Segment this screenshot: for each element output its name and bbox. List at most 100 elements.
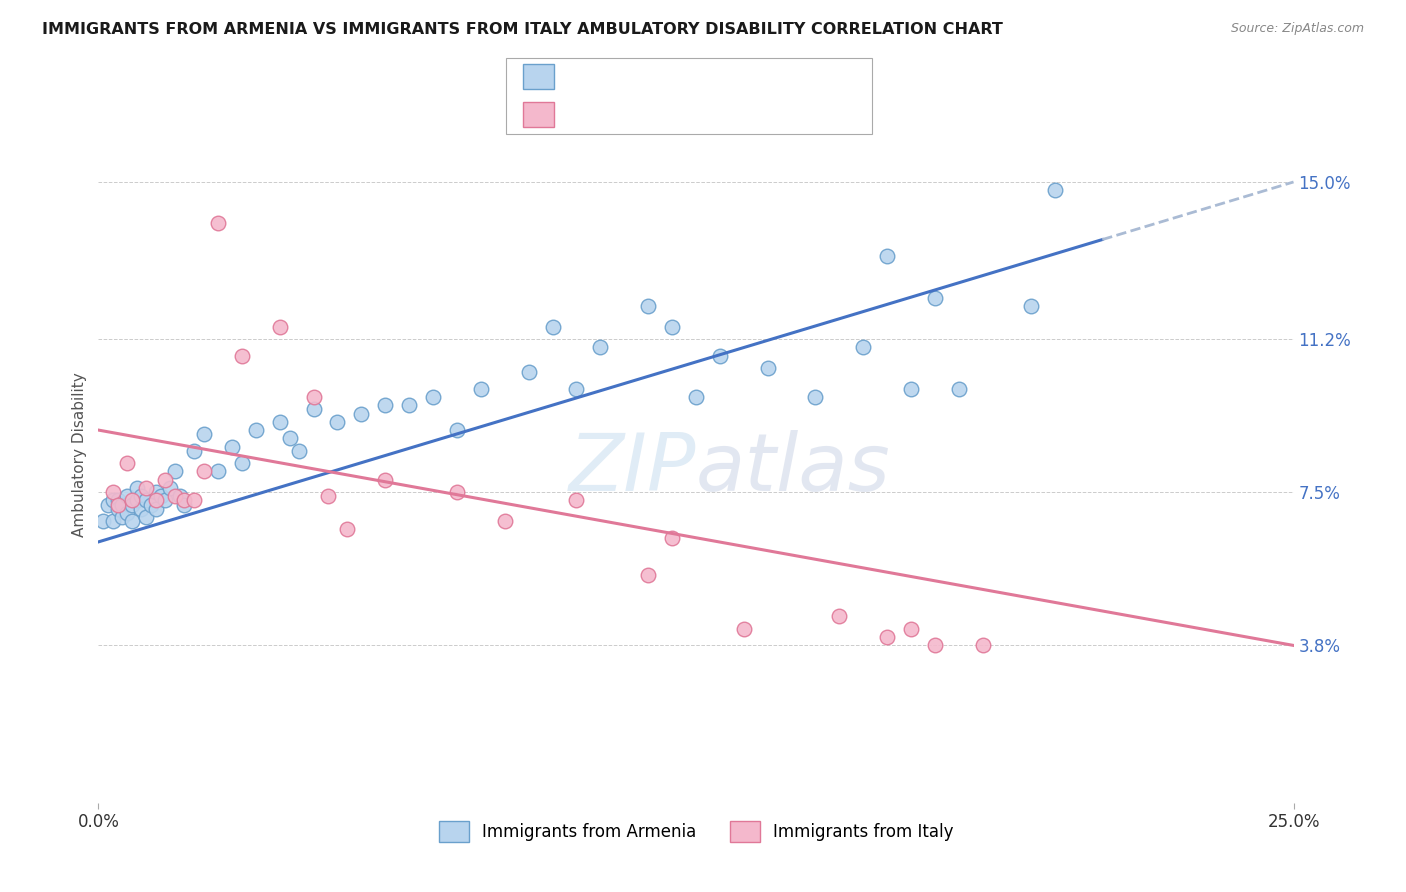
Point [125,493,148,508]
Point [637,568,659,582]
Point [207,465,229,479]
Point [231,456,253,470]
Point [245,423,267,437]
Point [135,493,157,508]
Point [589,340,612,354]
Point [115,456,138,470]
Point [336,523,359,537]
Point [207,216,229,230]
Point [828,609,851,624]
Point [135,481,157,495]
Point [565,493,588,508]
Point [517,365,540,379]
Point [193,465,215,479]
Point [709,349,731,363]
Text: N =: N = [659,106,696,124]
Point [111,498,134,512]
Point [125,481,148,495]
Point [302,390,325,404]
Point [183,443,205,458]
Point [97,498,120,512]
Point [374,473,396,487]
Point [302,402,325,417]
Point [924,639,946,653]
Point [101,493,124,508]
Text: N =: N = [659,68,696,86]
Point [422,390,444,404]
Point [107,493,129,508]
Point [661,319,683,334]
Point [661,531,683,545]
Point [173,498,195,512]
Text: atlas: atlas [696,430,891,508]
Point [91,514,114,528]
Point [637,299,659,313]
Text: 29: 29 [697,106,721,124]
Point [121,498,143,512]
Point [193,427,215,442]
Point [900,382,922,396]
Point [139,498,162,512]
Point [900,622,922,636]
Point [101,514,124,528]
Point [446,423,468,437]
Point [852,340,875,354]
Point [145,485,167,500]
Text: -0.268: -0.268 [600,106,659,124]
Point [733,622,755,636]
Point [948,382,970,396]
Point [565,382,588,396]
Point [541,319,564,334]
Point [494,514,516,528]
Point [278,431,301,445]
Point [163,465,186,479]
Point [149,489,172,503]
Point [804,390,827,404]
Point [131,501,153,516]
Legend: Immigrants from Armenia, Immigrants from Italy: Immigrants from Armenia, Immigrants from… [430,814,962,850]
Point [111,510,134,524]
Point [121,493,143,508]
Point [398,398,420,412]
Point [972,639,994,653]
Y-axis label: Ambulatory Disability: Ambulatory Disability [72,373,87,537]
Text: IMMIGRANTS FROM ARMENIA VS IMMIGRANTS FROM ITALY AMBULATORY DISABILITY CORRELATI: IMMIGRANTS FROM ARMENIA VS IMMIGRANTS FR… [42,22,1002,37]
Point [145,493,167,508]
Point [183,493,205,508]
Point [131,489,153,503]
Point [155,493,177,508]
Point [115,506,138,520]
Point [756,361,779,376]
Point [169,489,191,503]
Text: 61: 61 [697,68,720,86]
Point [326,415,349,429]
Point [1043,183,1066,197]
Point [876,630,898,644]
Point [163,489,186,503]
Point [135,510,157,524]
Point [221,440,243,454]
Point [173,493,195,508]
Text: ZIP: ZIP [568,430,696,508]
Point [924,291,946,305]
Point [269,319,291,334]
Point [231,349,253,363]
Text: Source: ZipAtlas.com: Source: ZipAtlas.com [1230,22,1364,36]
Text: 0.562: 0.562 [600,68,652,86]
Point [107,501,129,516]
Point [350,407,373,421]
Point [1019,299,1042,313]
Point [115,489,138,503]
Point [876,249,898,263]
Point [288,443,311,458]
Point [121,514,143,528]
Point [446,485,468,500]
Point [316,489,339,503]
Text: R =: R = [561,68,598,86]
Point [101,485,124,500]
Point [470,382,492,396]
Point [159,481,181,495]
Text: R =: R = [561,106,598,124]
Point [685,390,707,404]
Point [155,473,177,487]
